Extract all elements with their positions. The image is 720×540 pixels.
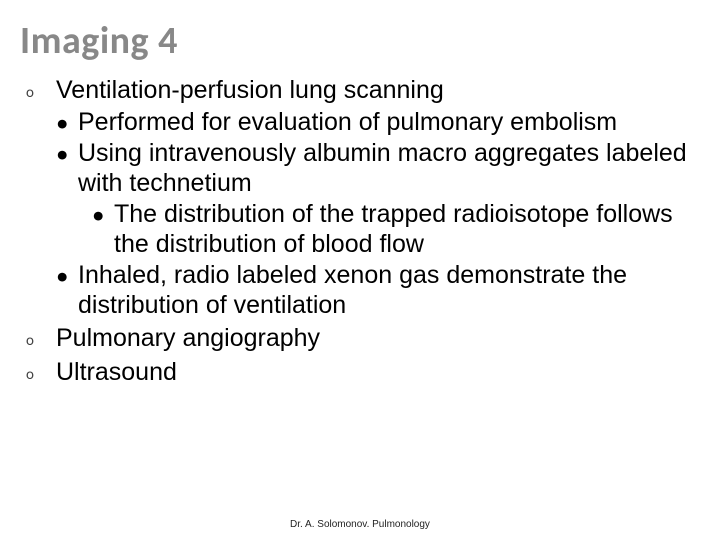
list-item: o Pulmonary angiography — [20, 324, 700, 354]
list-item: o Ultrasound — [20, 358, 700, 388]
bullet-marker: • — [56, 139, 78, 198]
bullet-marker: • — [92, 200, 114, 259]
slide-content: o Ventilation-perfusion lung scanning • … — [20, 76, 700, 387]
list-item-text: Using intravenously albumin macro aggreg… — [78, 139, 700, 198]
bullet-marker: o — [20, 358, 56, 388]
list-item-text: Pulmonary angiography — [56, 324, 320, 354]
bullet-marker: • — [56, 261, 78, 320]
list-item-text: Performed for evaluation of pulmonary em… — [78, 108, 617, 138]
list-item-text: Ventilation-perfusion lung scanning — [56, 76, 444, 106]
slide-footer: Dr. A. Solomonov. Pulmonology — [0, 519, 720, 530]
list-item: • Using intravenously albumin macro aggr… — [56, 139, 700, 198]
bullet-marker: o — [20, 324, 56, 354]
list-item: • Inhaled, radio labeled xenon gas demon… — [56, 261, 700, 320]
list-item-text: Ultrasound — [56, 358, 177, 388]
bullet-marker: • — [56, 108, 78, 138]
slide-title: Imaging 4 — [20, 18, 700, 64]
list-item: o Ventilation-perfusion lung scanning — [20, 76, 700, 106]
list-item: • Performed for evaluation of pulmonary … — [56, 108, 700, 138]
list-item: • The distribution of the trapped radioi… — [92, 200, 700, 259]
list-item-text: The distribution of the trapped radioiso… — [114, 200, 700, 259]
bullet-marker: o — [20, 76, 56, 106]
slide: Imaging 4 o Ventilation-perfusion lung s… — [0, 0, 720, 540]
list-item-text: Inhaled, radio labeled xenon gas demonst… — [78, 261, 700, 320]
